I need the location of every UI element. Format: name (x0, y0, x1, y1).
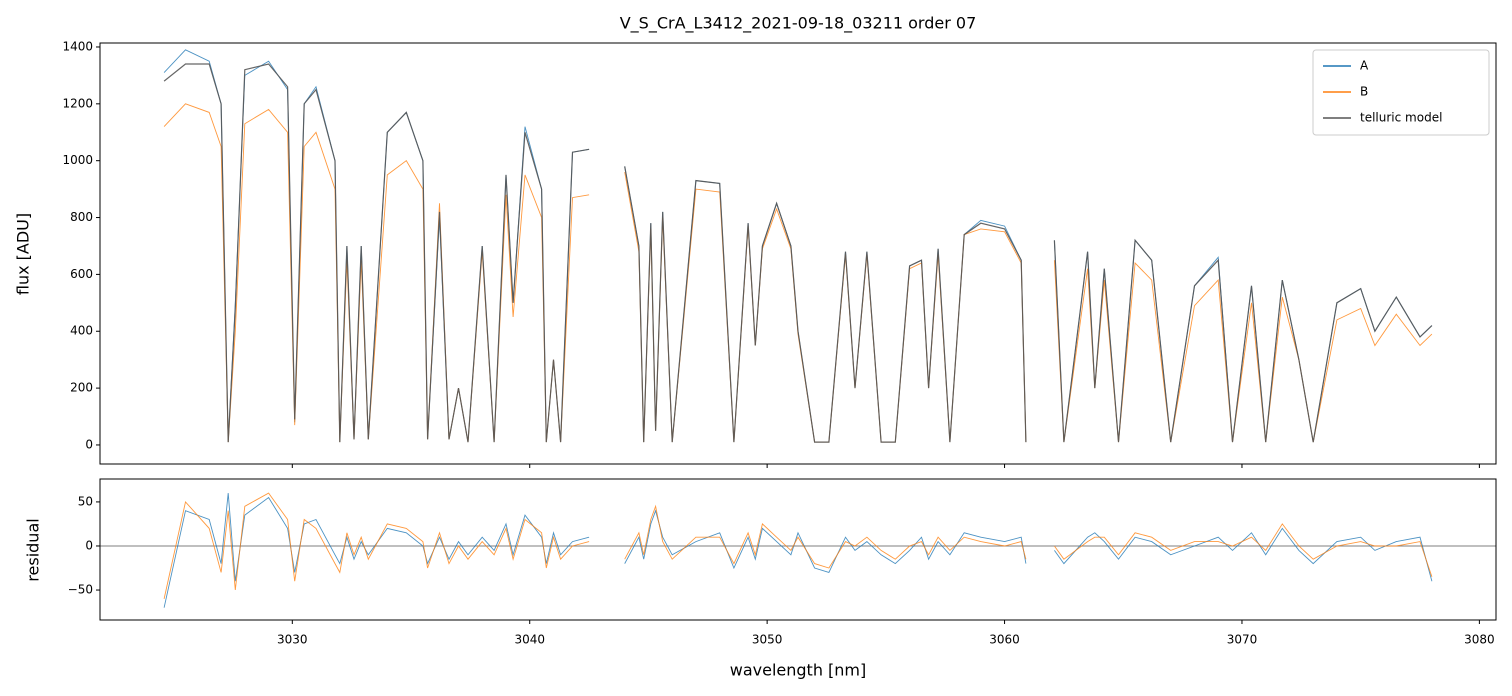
series-line (163, 493, 1433, 608)
y-tick-label: 800 (70, 210, 93, 224)
y-tick-label: 1000 (62, 153, 93, 167)
legend-label: A (1360, 59, 1369, 73)
y-tick-label: −50 (68, 583, 93, 597)
y-tick-label: 0 (85, 437, 93, 451)
axes-frame (99, 478, 1497, 621)
y-tick-label: 1400 (62, 39, 93, 53)
legend-label: telluric model (1360, 111, 1442, 125)
y-tick-label: 400 (70, 324, 93, 338)
series-line (163, 492, 1433, 599)
y-tick-label: 0 (85, 538, 93, 552)
axes-frame (99, 42, 1497, 465)
x-tick-label: 3070 (1227, 633, 1258, 647)
x-tick-label: 3040 (514, 633, 545, 647)
legend-box (1312, 49, 1490, 136)
plot-area (100, 492, 1496, 608)
series-line (163, 49, 1433, 443)
y-tick-label: 600 (70, 267, 93, 281)
x-tick-label: 3030 (277, 633, 308, 647)
chart-title: V_S_CrA_L3412_2021-09-18_03211 order 07 (620, 14, 977, 34)
series-group (163, 49, 1433, 443)
series-line (163, 63, 1433, 443)
series-group (100, 492, 1496, 608)
y-axis-label: residual (24, 518, 43, 581)
x-axis-label: wavelength [nm] (730, 661, 867, 680)
x-tick-label: 3050 (752, 633, 783, 647)
x-tick-label: 3060 (989, 633, 1020, 647)
y-axis-label: flux [ADU] (14, 213, 33, 295)
y-tick-label: 200 (70, 381, 93, 395)
y-tick-label: 50 (78, 494, 93, 508)
x-tick-label: 3080 (1464, 633, 1495, 647)
legend-label: B (1360, 85, 1368, 99)
series-line (163, 103, 1433, 443)
y-tick-label: 1200 (62, 96, 93, 110)
plot-area (163, 49, 1433, 443)
